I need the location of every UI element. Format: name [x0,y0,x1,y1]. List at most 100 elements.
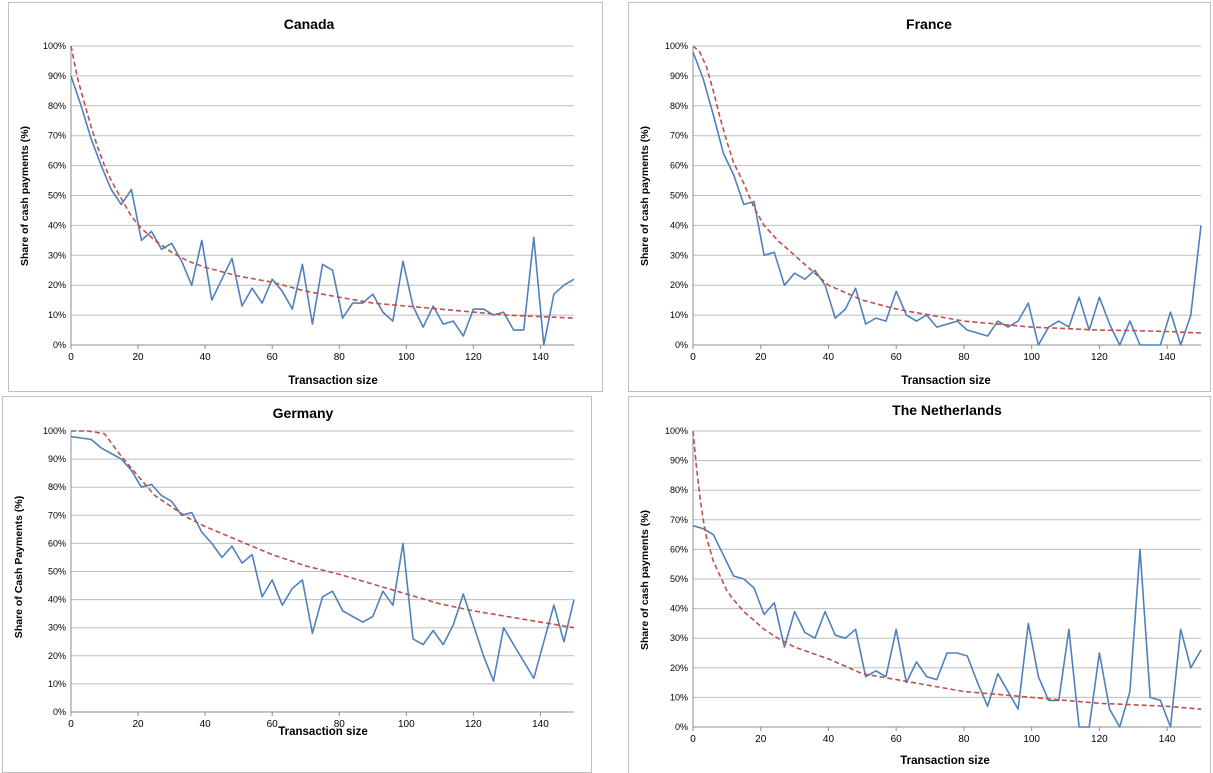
chart-canvas-france: France Share of cash payments (%) Transa… [639,16,1202,387]
x-tick-label: 120 [465,352,482,363]
y-axis-label: Share of cash payments (%) [639,126,651,266]
y-tick-label: 50% [48,567,66,577]
plot-area: 0% 10% 20% 30% 40% 50% 60% 70% 80% 90% 100% 0 20 40 60… [665,41,1202,363]
x-tick-label: 100 [398,719,415,730]
x-tick-label: 60 [891,734,903,745]
chart-canvas-canada: Canada Share of cash payments (%) Transa… [19,16,575,387]
y-tick-label: 40% [48,220,66,230]
y-tick-label: 60% [670,544,688,554]
plot-area: 0% 10% 20% 30% 40% 50% 60% 70% 80% 90% 100% 0 20 40 60… [43,41,575,363]
y-tick-label: 60% [670,161,688,171]
x-tick-label: 20 [755,352,767,363]
chart-canvas-germany: Germany Share of Cash Payments (%) Trans… [13,405,575,738]
x-axis-label: Transaction size [901,375,990,387]
fitted-curve-line [71,430,575,629]
y-tick-label: 100% [43,426,66,436]
x-tick-label: 140 [1159,734,1176,745]
y-tick-label: 80% [48,482,66,492]
fitted-curve-line [692,45,1202,334]
chart-panel-france: France Share of cash payments (%) Transa… [628,2,1211,392]
y-tick-label: 90% [48,71,66,81]
x-tick-label: 100 [1023,734,1040,745]
chart-title: France [906,16,952,32]
y-tick-label: 10% [48,679,66,689]
x-tick-label: 0 [690,734,696,745]
y-tick-label: 30% [48,250,66,260]
y-tick-label: 40% [670,604,688,614]
y-tick-label: 20% [670,280,688,290]
y-tick-label: 80% [670,485,688,495]
x-tick-label: 100 [398,352,415,363]
y-axis-label: Share of Cash Payments (%) [13,496,25,638]
y-tick-label: 10% [670,692,688,702]
x-axis-label: Transaction size [900,755,989,767]
x-tick-label: 100 [1023,352,1040,363]
observed-share-line [70,435,575,682]
y-axis-label: Share of cash payments (%) [639,510,651,650]
y-tick-label: 0% [675,722,688,732]
plot-area: 0% 10% 20% 30% 40% 50% 60% 70% 80% 90% 100% 0 20 40 60… [665,426,1202,745]
y-tick-label: 80% [670,101,688,111]
y-tick-label: 20% [670,663,688,673]
y-tick-label: 80% [48,101,66,111]
y-tick-label: 70% [48,131,66,141]
y-tick-label: 10% [48,310,66,320]
y-tick-label: 30% [670,633,688,643]
y-tick-label: 50% [670,574,688,584]
x-axis-label: Transaction size [278,726,367,738]
observed-share-line [692,524,1202,728]
x-tick-label: 20 [133,352,145,363]
x-tick-label: 120 [1091,734,1108,745]
y-tick-label: 40% [48,595,66,605]
x-tick-label: 120 [1091,352,1108,363]
fitted-curve-line [692,430,1202,710]
x-tick-label: 40 [823,734,835,745]
chart-panel-canada: Canada Share of cash payments (%) Transa… [8,2,603,392]
y-tick-label: 100% [665,41,688,51]
y-tick-label: 90% [670,71,688,81]
y-tick-label: 90% [48,454,66,464]
observed-share-line [692,51,1202,346]
x-tick-label: 60 [267,719,279,730]
x-tick-label: 80 [958,734,970,745]
x-tick-label: 20 [755,734,767,745]
x-tick-label: 140 [532,352,549,363]
x-axis-label: Transaction size [288,375,377,387]
chart-title: The Netherlands [892,402,1002,418]
x-tick-label: 80 [334,719,346,730]
chart-panel-netherlands: The Netherlands Share of cash payments (… [628,396,1211,773]
x-tick-label: 80 [958,352,970,363]
x-tick-label: 120 [465,719,482,730]
x-tick-label: 0 [690,352,696,363]
y-tick-label: 0% [53,340,66,350]
observed-share-line [70,75,575,346]
y-tick-label: 0% [675,340,688,350]
plot-area: 0% 10% 20% 30% 40% 50% 60% 70% 80% 90% 100% 0 20 40 60… [43,426,575,730]
x-tick-label: 60 [267,352,279,363]
y-tick-label: 70% [48,510,66,520]
x-tick-label: 60 [891,352,903,363]
y-tick-label: 30% [48,623,66,633]
x-tick-label: 40 [200,352,212,363]
x-tick-label: 20 [133,719,145,730]
y-tick-label: 40% [670,220,688,230]
y-tick-label: 10% [670,310,688,320]
chart-panel-germany: Germany Share of Cash Payments (%) Trans… [2,396,592,773]
x-tick-label: 0 [68,352,74,363]
chart-title: Germany [273,405,334,421]
y-tick-label: 60% [48,538,66,548]
y-tick-label: 20% [48,651,66,661]
y-tick-label: 90% [670,456,688,466]
x-tick-label: 40 [823,352,835,363]
y-tick-label: 20% [48,280,66,290]
y-tick-label: 50% [48,191,66,201]
y-tick-label: 60% [48,161,66,171]
y-tick-label: 70% [670,131,688,141]
y-tick-label: 100% [665,426,688,436]
fitted-curve-line [70,45,575,319]
y-tick-label: 50% [670,191,688,201]
chart-canvas-netherlands: The Netherlands Share of cash payments (… [639,402,1202,767]
y-tick-label: 70% [670,515,688,525]
chart-title: Canada [284,16,335,32]
x-tick-label: 80 [334,352,346,363]
